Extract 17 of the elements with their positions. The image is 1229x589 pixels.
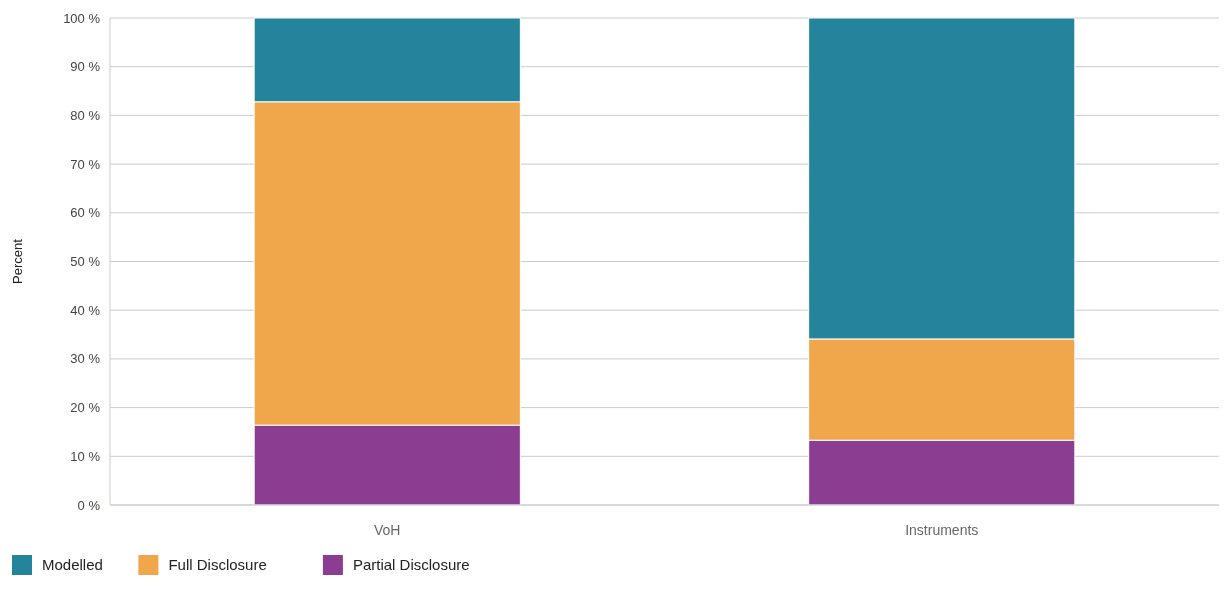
- legend-label: Full Disclosure: [168, 556, 267, 573]
- legend-label: Modelled: [42, 556, 103, 573]
- x-tick-label: Instruments: [905, 522, 979, 538]
- y-tick-label: 70 %: [70, 156, 101, 172]
- y-tick-label: 30 %: [70, 351, 101, 367]
- y-tick-label: 100 %: [63, 10, 101, 26]
- y-tick-label: 90 %: [70, 59, 101, 75]
- legend-label: Partial Disclosure: [352, 556, 470, 573]
- y-tick-label: 0 %: [77, 497, 101, 513]
- y-tick-label: 80 %: [70, 107, 101, 123]
- y-tick-label: 10 %: [70, 448, 101, 464]
- y-tick-label: 50 %: [70, 254, 101, 270]
- y-axis-title: Percent: [10, 238, 25, 284]
- y-tick-label: 40 %: [70, 302, 101, 318]
- y-tick-label: 20 %: [70, 400, 101, 416]
- x-tick-label: VoH: [374, 522, 401, 538]
- y-tick-label: 60 %: [70, 205, 101, 221]
